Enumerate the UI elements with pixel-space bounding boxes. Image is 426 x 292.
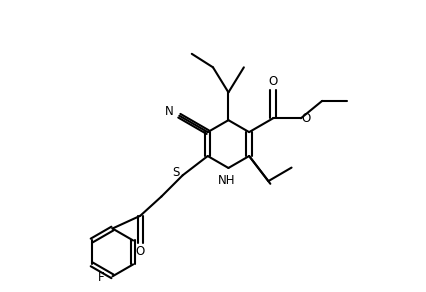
Text: O: O	[268, 76, 278, 88]
Text: NH: NH	[218, 174, 235, 187]
Text: O: O	[135, 245, 145, 258]
Text: S: S	[172, 166, 179, 179]
Text: F: F	[98, 271, 105, 284]
Text: O: O	[301, 112, 311, 125]
Text: N: N	[165, 105, 174, 118]
